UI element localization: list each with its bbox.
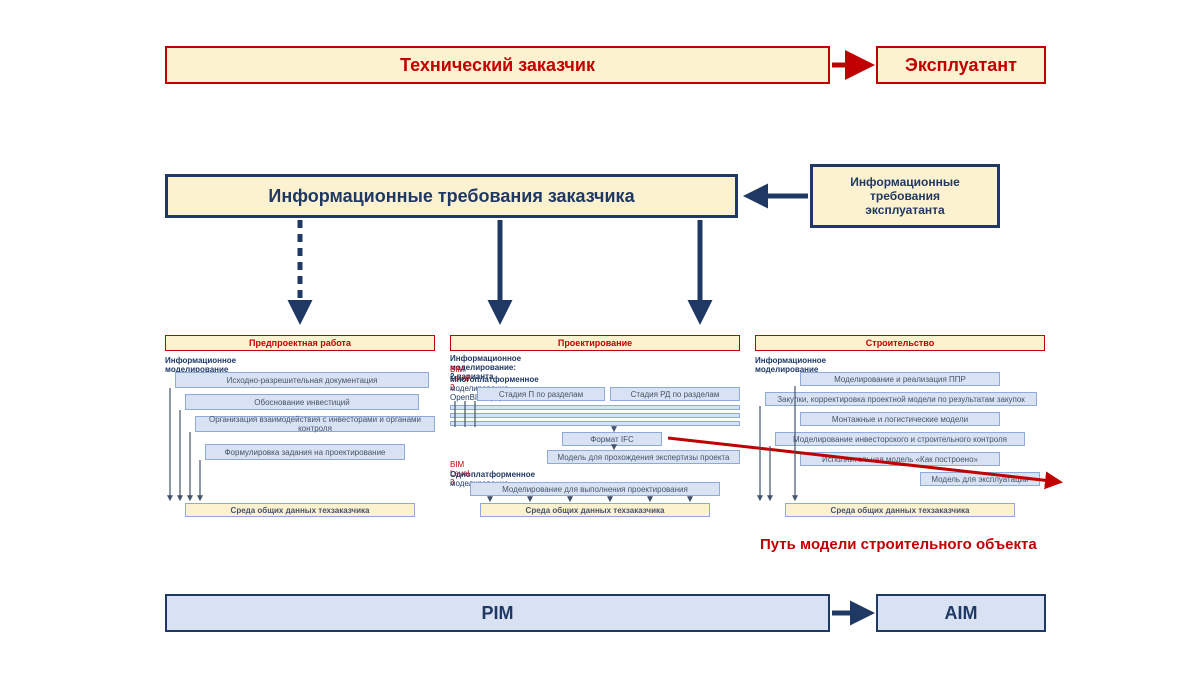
col2-footer: Среда общих данных техзаказчика	[480, 503, 710, 517]
col3-header: Строительство	[755, 335, 1045, 351]
col3-row-4: Исполнительная модель «Как построено»	[800, 452, 1000, 466]
col2-small-arrows	[490, 496, 690, 501]
info-req-customer-box: Информационные требования заказчика	[165, 174, 738, 218]
col1-row-0: Исходно-разрешительная документация	[175, 372, 429, 388]
col2-expert: Модель для прохождения экспертизы проект…	[547, 450, 740, 464]
col3-row-0: Моделирование и реализация ППР	[800, 372, 1000, 386]
info-req-operator-label: Информационные требования эксплуатанта	[850, 175, 960, 217]
col2-modeling: Моделирование для выполнения проектирова…	[470, 482, 720, 496]
col1-header: Предпроектная работа	[165, 335, 435, 351]
col2-ifc: Формат IFC	[562, 432, 662, 446]
operator-label: Эксплуатант	[905, 55, 1017, 76]
col2-bar-3	[450, 421, 740, 426]
col2-stage-p: Стадия П по разделам	[477, 387, 605, 401]
operator-box: Эксплуатант	[876, 46, 1046, 84]
pim-label: PIM	[481, 603, 513, 624]
col2-bar-2	[450, 413, 740, 418]
col3-row-2: Монтажные и логистические модели	[800, 412, 1000, 426]
col3-row-5: Модель для эксплуатации	[920, 472, 1040, 486]
col2-bar-1	[450, 405, 740, 410]
tech-customer-label: Технический заказчик	[400, 55, 595, 76]
pim-box: PIM	[165, 594, 830, 632]
col3-footer: Среда общих данных техзаказчика	[785, 503, 1015, 517]
aim-box: AIM	[876, 594, 1046, 632]
col1-row-1: Обоснование инвестиций	[185, 394, 419, 410]
col1-row-3: Формулировка задания на проектирование	[205, 444, 405, 460]
col3-header-label: Строительство	[866, 338, 934, 348]
tech-customer-box: Технический заказчик	[165, 46, 830, 84]
col1-footer: Среда общих данных техзаказчика	[185, 503, 415, 517]
col1-row-2: Организация взаимодействия с инвесторами…	[195, 416, 435, 432]
col2-stage-rd: Стадия РД по разделам	[610, 387, 740, 401]
caption: Путь модели строительного объекта	[760, 536, 1037, 553]
info-req-customer-label: Информационные требования заказчика	[268, 186, 634, 207]
aim-label: AIM	[945, 603, 978, 624]
col2-header-label: Проектирование	[558, 338, 632, 348]
info-req-operator-box: Информационные требования эксплуатанта	[810, 164, 1000, 228]
col3-row-1: Закупки, корректировка проектной модели …	[765, 392, 1037, 406]
col2-header: Проектирование	[450, 335, 740, 351]
col1-header-label: Предпроектная работа	[249, 338, 351, 348]
col3-row-3: Моделирование инвесторского и строительн…	[775, 432, 1025, 446]
